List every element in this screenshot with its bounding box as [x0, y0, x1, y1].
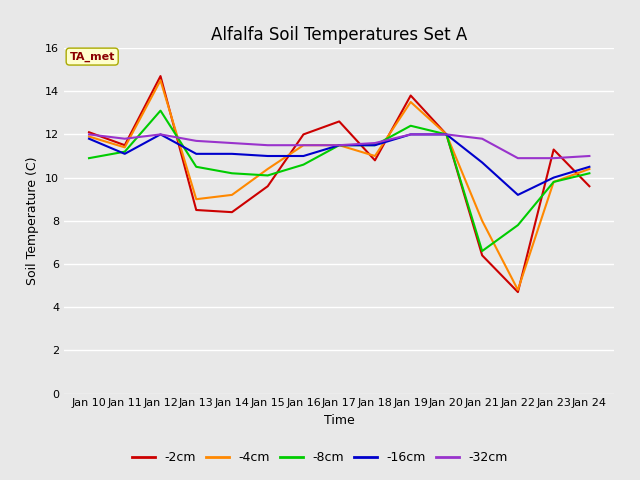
-8cm — [228, 170, 236, 176]
-8cm — [335, 143, 343, 148]
Text: TA_met: TA_met — [70, 51, 115, 62]
-8cm — [407, 123, 415, 129]
Line: -8cm: -8cm — [89, 111, 589, 251]
-4cm — [550, 179, 557, 185]
-16cm — [550, 175, 557, 180]
-4cm — [193, 196, 200, 202]
-2cm — [478, 252, 486, 258]
-4cm — [514, 287, 522, 293]
-8cm — [157, 108, 164, 114]
-32cm — [228, 140, 236, 146]
-32cm — [300, 143, 307, 148]
-16cm — [85, 136, 93, 142]
-4cm — [371, 153, 379, 159]
-2cm — [193, 207, 200, 213]
-8cm — [586, 170, 593, 176]
Line: -16cm: -16cm — [89, 134, 589, 195]
-8cm — [193, 164, 200, 170]
-8cm — [371, 143, 379, 148]
Line: -4cm: -4cm — [89, 81, 589, 290]
Line: -2cm: -2cm — [89, 76, 589, 292]
-32cm — [121, 136, 129, 142]
-4cm — [335, 143, 343, 148]
-4cm — [121, 144, 129, 150]
-32cm — [514, 156, 522, 161]
-4cm — [586, 166, 593, 172]
-4cm — [85, 134, 93, 140]
-32cm — [550, 156, 557, 161]
-2cm — [85, 130, 93, 135]
-32cm — [443, 132, 451, 137]
Line: -32cm: -32cm — [89, 134, 589, 158]
-2cm — [443, 132, 451, 137]
-2cm — [550, 147, 557, 153]
-16cm — [264, 153, 271, 159]
-32cm — [371, 140, 379, 146]
-2cm — [264, 183, 271, 189]
-16cm — [407, 132, 415, 137]
-2cm — [157, 73, 164, 79]
-16cm — [228, 151, 236, 157]
-2cm — [514, 289, 522, 295]
-4cm — [228, 192, 236, 198]
Y-axis label: Soil Temperature (C): Soil Temperature (C) — [26, 156, 40, 285]
Legend: -2cm, -4cm, -8cm, -16cm, -32cm: -2cm, -4cm, -8cm, -16cm, -32cm — [127, 446, 513, 469]
-32cm — [157, 132, 164, 137]
-2cm — [300, 132, 307, 137]
-32cm — [335, 143, 343, 148]
-8cm — [300, 162, 307, 168]
-8cm — [85, 156, 93, 161]
-16cm — [514, 192, 522, 198]
-16cm — [586, 164, 593, 170]
-8cm — [443, 132, 451, 137]
-4cm — [157, 78, 164, 84]
-4cm — [264, 166, 271, 172]
-16cm — [300, 153, 307, 159]
-4cm — [407, 99, 415, 105]
X-axis label: Time: Time — [324, 414, 355, 427]
-8cm — [121, 149, 129, 155]
-2cm — [371, 157, 379, 163]
-2cm — [228, 209, 236, 215]
-8cm — [264, 173, 271, 179]
-16cm — [443, 132, 451, 137]
-16cm — [371, 143, 379, 148]
-16cm — [157, 132, 164, 137]
-32cm — [586, 153, 593, 159]
-32cm — [264, 143, 271, 148]
-2cm — [335, 119, 343, 124]
-16cm — [478, 160, 486, 166]
-32cm — [193, 138, 200, 144]
-2cm — [586, 183, 593, 189]
-16cm — [193, 151, 200, 157]
-2cm — [407, 93, 415, 98]
-32cm — [478, 136, 486, 142]
-8cm — [478, 248, 486, 254]
Title: Alfalfa Soil Temperatures Set A: Alfalfa Soil Temperatures Set A — [211, 25, 467, 44]
-8cm — [550, 179, 557, 185]
-4cm — [443, 132, 451, 137]
-16cm — [335, 143, 343, 148]
-4cm — [478, 218, 486, 224]
-4cm — [300, 143, 307, 148]
-32cm — [407, 132, 415, 137]
-32cm — [85, 132, 93, 137]
-8cm — [514, 222, 522, 228]
-2cm — [121, 143, 129, 148]
-16cm — [121, 151, 129, 157]
